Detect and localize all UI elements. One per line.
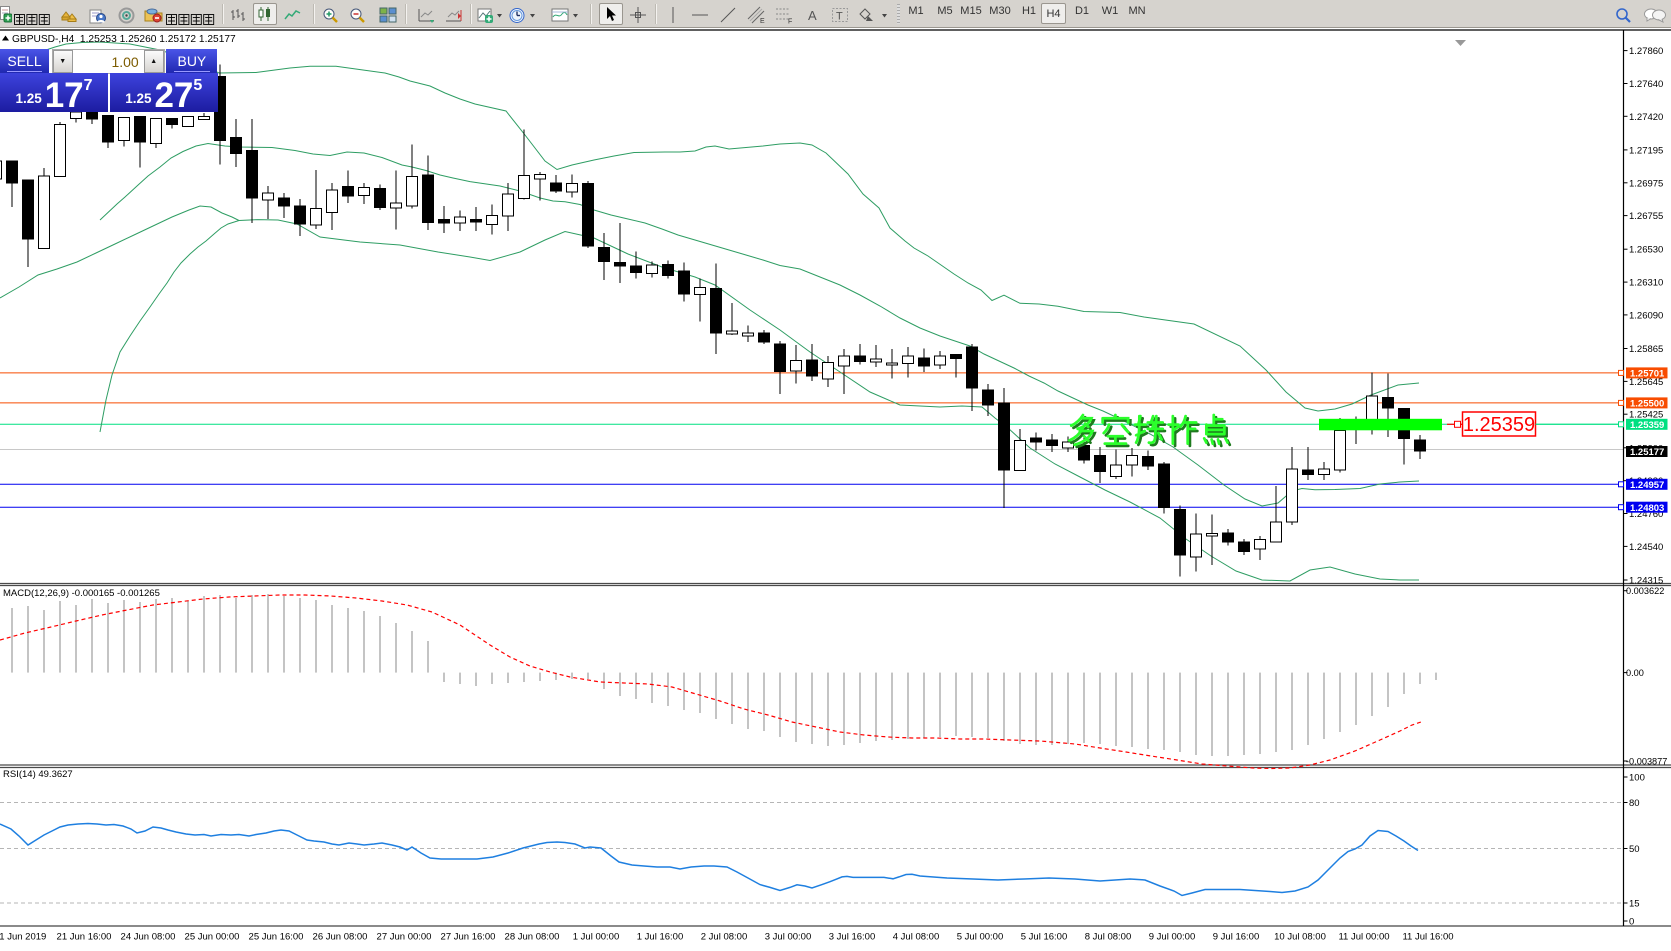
svg-text:1.25359: 1.25359 (1630, 420, 1664, 431)
svg-text:24 Jun 08:00: 24 Jun 08:00 (121, 932, 176, 943)
svg-text:1.24315: 1.24315 (1629, 576, 1663, 587)
svg-text:1.25359: 1.25359 (1463, 414, 1535, 436)
svg-text:15: 15 (1629, 899, 1640, 910)
svg-text:5 Jul 00:00: 5 Jul 00:00 (957, 932, 1003, 943)
svg-text:T: T (836, 11, 843, 23)
svg-text:80: 80 (1629, 798, 1640, 809)
svg-text:MACD(12,26,9) -0.000165 -0.001: MACD(12,26,9) -0.000165 -0.001265 (3, 588, 160, 599)
svg-text:F: F (788, 19, 792, 25)
svg-text:1.24760: 1.24760 (1629, 509, 1663, 520)
svg-text:1.25500: 1.25500 (1630, 399, 1664, 410)
svg-text:1 Jul 00:00: 1 Jul 00:00 (573, 932, 619, 943)
svg-text:50: 50 (1629, 844, 1640, 855)
svg-text:1.25177: 1.25177 (1630, 447, 1664, 458)
svg-text:2 Jul 08:00: 2 Jul 08:00 (701, 932, 747, 943)
svg-text:1.27195: 1.27195 (1629, 145, 1663, 156)
svg-text:1.24803: 1.24803 (1630, 503, 1664, 514)
svg-text:A: A (808, 8, 817, 23)
svg-text:1.26530: 1.26530 (1629, 245, 1663, 256)
svg-text:26 Jun 08:00: 26 Jun 08:00 (313, 932, 368, 943)
svg-text:100: 100 (1629, 773, 1645, 784)
svg-text:27 Jun 16:00: 27 Jun 16:00 (441, 932, 496, 943)
svg-text:1.25425: 1.25425 (1629, 410, 1663, 421)
svg-text:0.00: 0.00 (1626, 668, 1644, 678)
svg-text:28 Jun 08:00: 28 Jun 08:00 (505, 932, 560, 943)
svg-text:1.25645: 1.25645 (1629, 377, 1663, 388)
svg-text:5 Jul 16:00: 5 Jul 16:00 (1021, 932, 1067, 943)
svg-text:4 Jul 08:00: 4 Jul 08:00 (893, 932, 939, 943)
svg-text:1.24957: 1.24957 (1630, 480, 1664, 491)
svg-text:3 Jul 16:00: 3 Jul 16:00 (829, 932, 875, 943)
svg-text:1.24540: 1.24540 (1629, 542, 1663, 553)
svg-text:27 Jun 00:00: 27 Jun 00:00 (377, 932, 432, 943)
svg-text:0: 0 (1629, 917, 1634, 928)
svg-text:21 Jun 2019: 21 Jun 2019 (0, 932, 46, 943)
svg-text:1.25865: 1.25865 (1629, 344, 1663, 355)
svg-text:1.27860: 1.27860 (1629, 46, 1663, 57)
svg-text:-0.003877: -0.003877 (1626, 757, 1667, 767)
svg-text:1 Jul 16:00: 1 Jul 16:00 (637, 932, 683, 943)
svg-text:11 Jul 00:00: 11 Jul 00:00 (1338, 932, 1389, 943)
svg-text:11 Jul 16:00: 11 Jul 16:00 (1402, 932, 1453, 943)
svg-text:1.25701: 1.25701 (1630, 369, 1665, 380)
svg-text:1.26755: 1.26755 (1629, 211, 1663, 222)
svg-text:3 Jul 00:00: 3 Jul 00:00 (765, 932, 811, 943)
svg-text:1.27420: 1.27420 (1629, 112, 1663, 123)
svg-text:1.26090: 1.26090 (1629, 310, 1663, 321)
svg-text:25 Jun 16:00: 25 Jun 16:00 (249, 932, 304, 943)
svg-text:21 Jun 16:00: 21 Jun 16:00 (57, 932, 112, 943)
svg-text:RSI(14) 49.3627: RSI(14) 49.3627 (3, 769, 73, 780)
svg-text:25 Jun 00:00: 25 Jun 00:00 (185, 932, 240, 943)
svg-text:9 Jul 00:00: 9 Jul 00:00 (1149, 932, 1195, 943)
svg-text:1.26310: 1.26310 (1629, 278, 1663, 289)
svg-text:GBPUSD-,H4 1.25253 1.25260 1.: GBPUSD-,H4 1.25253 1.25260 1.25172 1.251… (12, 34, 236, 45)
svg-text:1.26975: 1.26975 (1629, 178, 1663, 189)
svg-text:8 Jul 08:00: 8 Jul 08:00 (1085, 932, 1131, 943)
svg-text:9 Jul 16:00: 9 Jul 16:00 (1213, 932, 1259, 943)
svg-text:0.003622: 0.003622 (1626, 586, 1664, 596)
svg-text:10 Jul 08:00: 10 Jul 08:00 (1274, 932, 1326, 943)
svg-text:1.27640: 1.27640 (1629, 79, 1663, 90)
svg-text:E: E (760, 18, 765, 24)
